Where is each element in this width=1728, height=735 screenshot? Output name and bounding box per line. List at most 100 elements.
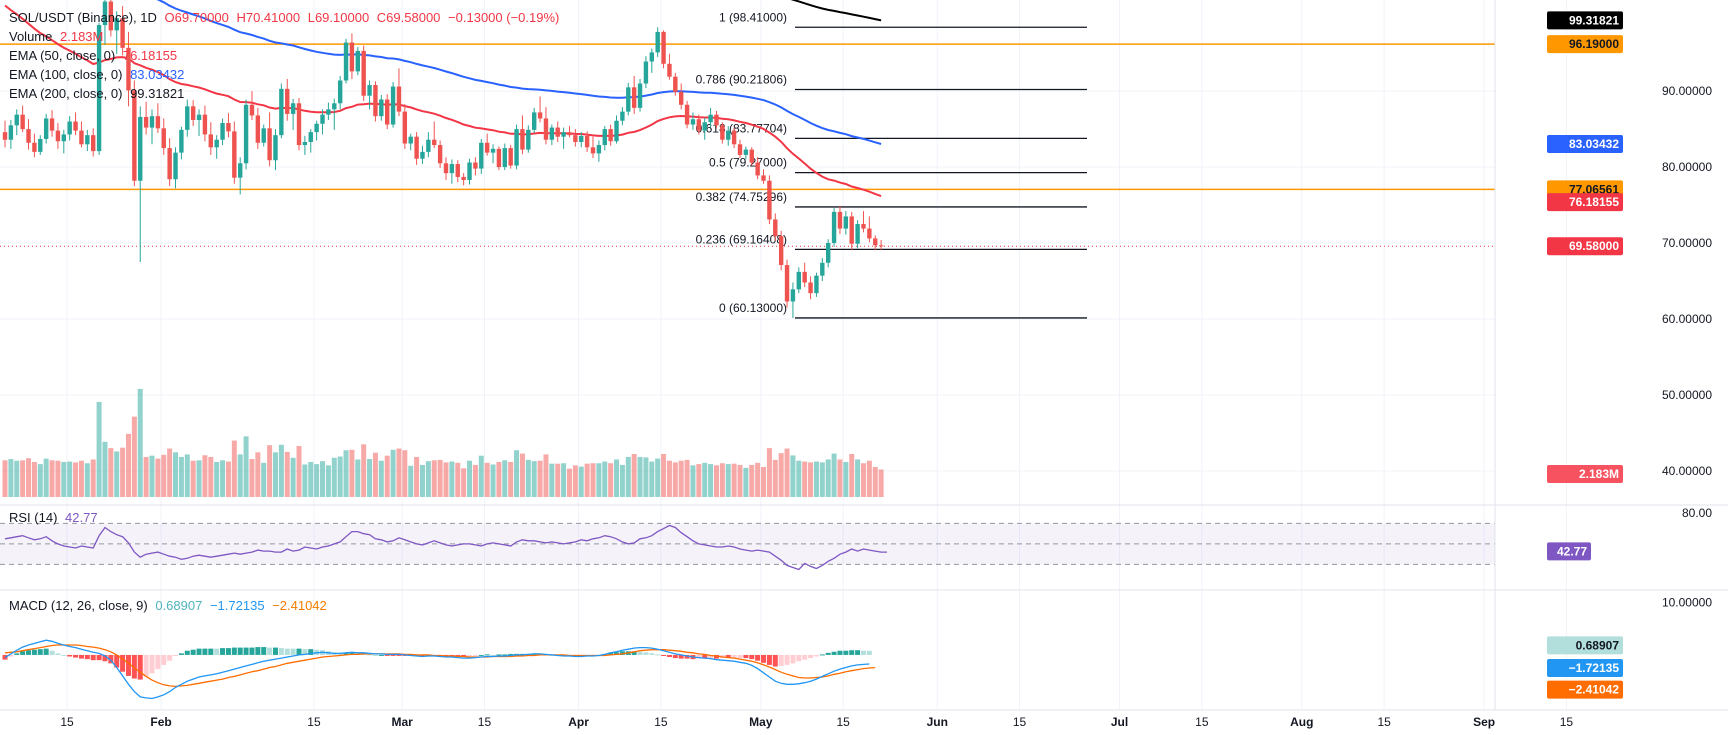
- volume-bar: [819, 462, 825, 497]
- volume-bar: [355, 459, 361, 497]
- volume-bar: [161, 454, 167, 497]
- macd-histogram-bar: [178, 653, 184, 655]
- volume-bar: [725, 464, 731, 497]
- macd-histogram-bar: [272, 647, 278, 655]
- rsi-pane: [0, 522, 1495, 571]
- ema50-price-tag: 76.18155: [1569, 195, 1619, 209]
- price-axis[interactable]: 90.00000 80.00000 70.00000 60.00000 50.00000…: [1547, 11, 1712, 699]
- volume-bar: [325, 465, 331, 497]
- candle-body: [714, 114, 719, 126]
- candle-body: [314, 123, 319, 133]
- macd-histogram-bar: [672, 654, 678, 659]
- macd-histogram-bar: [737, 654, 743, 659]
- ema50-legend: EMA (50, close, 0) 76.18155: [9, 48, 181, 63]
- macd-histogram-bar: [96, 654, 102, 661]
- macd-histogram-bar: [790, 654, 796, 664]
- resistance-price-tag-bg: [1547, 35, 1623, 54]
- volume-bar: [766, 448, 772, 497]
- candle-body: [20, 114, 25, 130]
- candle-body: [602, 129, 607, 146]
- candle-body: [238, 163, 243, 178]
- macd-histogram-bar: [772, 654, 778, 667]
- macd-histogram-bar: [167, 654, 173, 661]
- candle-body: [185, 106, 190, 130]
- macd-histogram-bar: [367, 654, 373, 656]
- candle-body: [720, 125, 725, 140]
- macd-histogram-bar: [419, 654, 425, 657]
- volume-bar: [155, 458, 161, 497]
- macd-histogram-bar: [302, 649, 308, 655]
- macd-histogram-bar: [496, 654, 502, 656]
- volume-bar: [8, 459, 14, 497]
- volume-bar: [26, 458, 32, 497]
- candle-body: [167, 148, 172, 180]
- candle-body: [743, 149, 749, 155]
- volume-bar: [502, 460, 508, 497]
- macd-histogram-bar: [837, 650, 843, 655]
- volume-bar: [731, 463, 737, 497]
- candle-body: [814, 275, 819, 294]
- pane-separators[interactable]: [0, 0, 1728, 711]
- horizontal-lines[interactable]: [0, 43, 1495, 247]
- candle-body: [67, 121, 72, 135]
- macd-histogram-bar: [784, 654, 790, 665]
- volume-bar: [719, 463, 725, 497]
- volume-bar: [125, 433, 131, 497]
- candle-body: [290, 103, 296, 114]
- rsi-label: RSI (14): [9, 510, 58, 525]
- price-tick-label: 90.00000: [1662, 84, 1712, 98]
- fib-level-label: 0.786 (90.21806): [696, 72, 787, 86]
- macd-histogram-bar: [713, 654, 719, 659]
- volume-bar: [378, 460, 384, 497]
- candle-body: [179, 129, 184, 153]
- macd-histogram-bar: [8, 654, 14, 657]
- candle-body: [361, 50, 366, 96]
- ema50-price-tag-bg: [1547, 193, 1623, 212]
- volume-bar: [349, 449, 355, 497]
- candle-body: [390, 86, 396, 125]
- volume-bar: [314, 464, 320, 497]
- volume-bar: [331, 457, 337, 497]
- volume-bar: [625, 456, 631, 497]
- volume-bar: [225, 461, 231, 497]
- macd-histogram-bar: [190, 649, 196, 655]
- time-axis[interactable]: 15 Feb 15 Mar 15 Apr 15 May 15 Jun 15 Jul 15 Aug 15 Sep…: [60, 715, 1573, 729]
- volume-bar: [320, 461, 326, 497]
- macd-histogram-bar: [78, 654, 84, 659]
- volume-bar: [249, 459, 255, 497]
- volume-bar: [860, 463, 866, 497]
- macd-histogram-bar: [143, 654, 149, 677]
- macd-histogram-bar: [855, 650, 861, 655]
- candle-body: [173, 152, 178, 180]
- macd-histogram-bar: [290, 648, 296, 655]
- candle-body: [543, 118, 549, 140]
- macd-histogram-bar: [478, 654, 484, 656]
- candle-body: [455, 164, 460, 177]
- candle-body: [708, 114, 713, 123]
- macd-histogram-bar: [808, 654, 814, 659]
- price-tick-label: 60.00000: [1662, 312, 1712, 326]
- macd-histogram-bar: [131, 654, 137, 679]
- candle-body: [220, 123, 225, 140]
- candle-body: [320, 114, 325, 124]
- ema-lines: [4, 0, 882, 198]
- candle-body: [508, 148, 513, 166]
- macd-histogram-bar: [725, 654, 731, 659]
- candle-body: [32, 142, 37, 152]
- volume-bar: [255, 452, 261, 497]
- candle-body: [161, 128, 166, 149]
- volume-bar: [49, 460, 55, 497]
- candle-body: [91, 135, 96, 152]
- candle-body: [49, 118, 55, 131]
- time-tick-label: Jul: [1111, 715, 1128, 729]
- candle-body: [85, 135, 90, 145]
- volume-bar: [484, 462, 490, 497]
- volume-bar: [837, 459, 843, 497]
- macd-histogram-bar: [108, 654, 114, 664]
- ema200-legend: EMA (200, close, 0) 99.31821: [9, 86, 188, 101]
- fibonacci-retracement[interactable]: 1 (98.41000) 0.786 (90.21806) 0.618 (83.77…: [696, 10, 1087, 319]
- macd-histogram-bar: [208, 648, 214, 655]
- candle-body: [590, 147, 596, 154]
- volume-bar: [272, 452, 278, 497]
